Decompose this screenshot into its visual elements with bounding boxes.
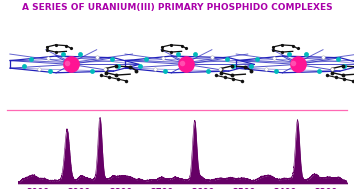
- Text: A SERIES OF URANIUM(III) PRIMARY PHOSPHIDO COMPLEXES: A SERIES OF URANIUM(III) PRIMARY PHOSPHI…: [22, 3, 332, 12]
